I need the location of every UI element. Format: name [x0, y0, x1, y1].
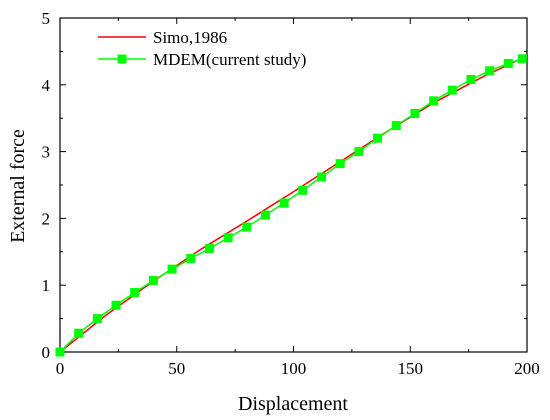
x-tick-label: 200	[514, 359, 540, 378]
data-point-mdem	[204, 243, 214, 253]
data-point-mdem	[260, 210, 270, 220]
axes: 0 50 100 150 200 0 1 2 3 4 5	[42, 9, 540, 378]
legend: Simo,1986 MDEM(current study)	[98, 28, 306, 69]
data-point-mdem	[111, 300, 121, 310]
y-tick-label: 5	[42, 9, 51, 28]
y-tick-label: 4	[42, 76, 51, 95]
data-point-mdem	[186, 253, 196, 263]
series-line-mdem	[59, 57, 523, 353]
data-point-mdem	[517, 54, 527, 64]
data-point-mdem	[130, 288, 140, 298]
legend-label-mdem: MDEM(current study)	[153, 50, 306, 69]
data-point-mdem	[391, 121, 401, 131]
x-tick-label: 100	[281, 359, 307, 378]
series-line-simo-1986	[59, 57, 523, 353]
data-point-mdem	[92, 314, 102, 324]
y-axis-title: External force	[7, 129, 29, 243]
data-point-mdem	[279, 198, 289, 208]
x-tick-label: 150	[398, 359, 424, 378]
series-layer	[55, 54, 527, 357]
data-point-mdem	[466, 74, 476, 84]
x-axis-title: Displacement	[238, 393, 348, 415]
y-tick-label: 2	[42, 209, 51, 228]
data-point-mdem	[485, 66, 495, 76]
data-point-mdem	[167, 264, 177, 274]
data-point-mdem	[410, 109, 420, 119]
data-point-mdem	[503, 58, 513, 68]
data-point-mdem	[148, 276, 158, 286]
y-tick-label: 3	[42, 143, 51, 162]
legend-label-simo-1986: Simo,1986	[153, 28, 227, 47]
x-tick-label: 50	[168, 359, 185, 378]
data-point-mdem	[429, 96, 439, 106]
data-point-mdem	[354, 147, 364, 157]
legend-marker-mdem	[117, 54, 127, 64]
data-point-mdem	[242, 222, 252, 232]
data-point-mdem	[298, 185, 308, 195]
y-tick-label: 0	[42, 343, 51, 362]
data-point-mdem	[447, 85, 457, 95]
data-point-mdem	[74, 328, 84, 338]
data-point-mdem	[373, 133, 383, 143]
data-point-mdem	[223, 233, 233, 243]
data-point-mdem	[335, 159, 345, 169]
x-tick-label: 0	[56, 359, 65, 378]
data-point-mdem	[317, 172, 327, 182]
y-tick-label: 1	[42, 276, 51, 295]
data-point-mdem	[55, 347, 65, 357]
